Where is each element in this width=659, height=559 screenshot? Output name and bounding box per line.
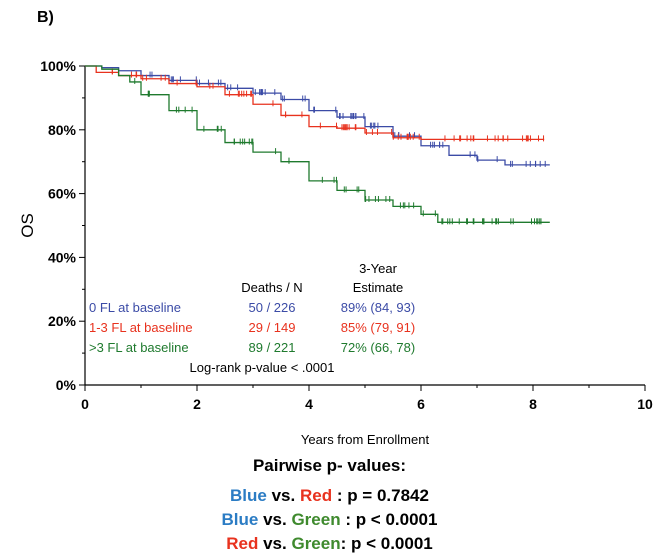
x-tick-label: 10 (637, 396, 653, 412)
legend-deaths: 29 / 149 (249, 320, 296, 335)
y-axis-label: OS (18, 213, 37, 238)
pairwise-title: Pairwise p- values: (252, 456, 407, 475)
x-tick-label: 2 (193, 396, 201, 412)
pairwise-vs: vs. (266, 486, 300, 505)
km-line-blue (85, 65, 550, 166)
y-tick-label: 60% (48, 186, 77, 202)
legend-label: 1-3 FL at baseline (89, 320, 193, 335)
pairwise-group-b: Green (291, 510, 341, 529)
pairwise-row: Blue vs. Green : p < 0.0001 (0, 510, 659, 530)
pairwise-group-b: Red (299, 486, 333, 505)
table-header-estimate-2: Estimate (353, 280, 404, 295)
x-tick-label: 4 (305, 396, 313, 412)
pairwise-group-a: Blue (221, 510, 259, 529)
legend-label: >3 FL at baseline (89, 340, 189, 355)
pairwise-group-a: Blue (230, 486, 267, 505)
table-header-deaths: Deaths / N (241, 280, 302, 295)
legend-estimate: 85% (79, 91) (341, 320, 415, 335)
pairwise-vs: vs. (258, 510, 292, 529)
y-tick-label: 100% (40, 58, 76, 74)
panel-label: B) (37, 9, 54, 26)
y-tick-label: 0% (56, 377, 77, 393)
km-chart: 0% 20% 40% 60% 80% 100% 0 2 4 6 8 10 Years from Enro… (18, 58, 653, 447)
legend-deaths: 89 / 221 (249, 340, 296, 355)
pairwise-result: : p < 0.0001 (340, 534, 433, 553)
pairwise-group-b: Green (291, 534, 341, 553)
legend-deaths: 50 / 226 (249, 300, 296, 315)
pairwise-group-a: Red (226, 534, 259, 553)
pairwise-result: : p < 0.0001 (340, 510, 438, 529)
pairwise-vs: vs. (258, 534, 292, 553)
x-tick-label: 8 (529, 396, 537, 412)
legend-estimate: 89% (84, 93) (341, 300, 415, 315)
y-tick-label: 40% (48, 249, 77, 265)
pairwise-result: : p = 0.7842 (332, 486, 429, 505)
pairwise-row: Red vs. Green: p < 0.0001 (0, 534, 659, 554)
x-axis-label: Years from Enrollment (301, 432, 430, 447)
km-line-green (85, 65, 550, 223)
y-tick-label: 80% (48, 122, 77, 138)
y-tick-label: 20% (48, 313, 77, 329)
km-line-red (85, 65, 545, 141)
legend-label: 0 FL at baseline (89, 300, 181, 315)
log-rank-footnote: Log-rank p-value < .0001 (190, 360, 335, 375)
x-tick-label: 0 (81, 396, 89, 412)
pairwise-row: Blue vs. Red : p = 0.7842 (0, 486, 659, 506)
legend-estimate: 72% (66, 78) (341, 340, 415, 355)
table-header-estimate-1: 3-Year (359, 261, 397, 276)
x-tick-label: 6 (417, 396, 425, 412)
